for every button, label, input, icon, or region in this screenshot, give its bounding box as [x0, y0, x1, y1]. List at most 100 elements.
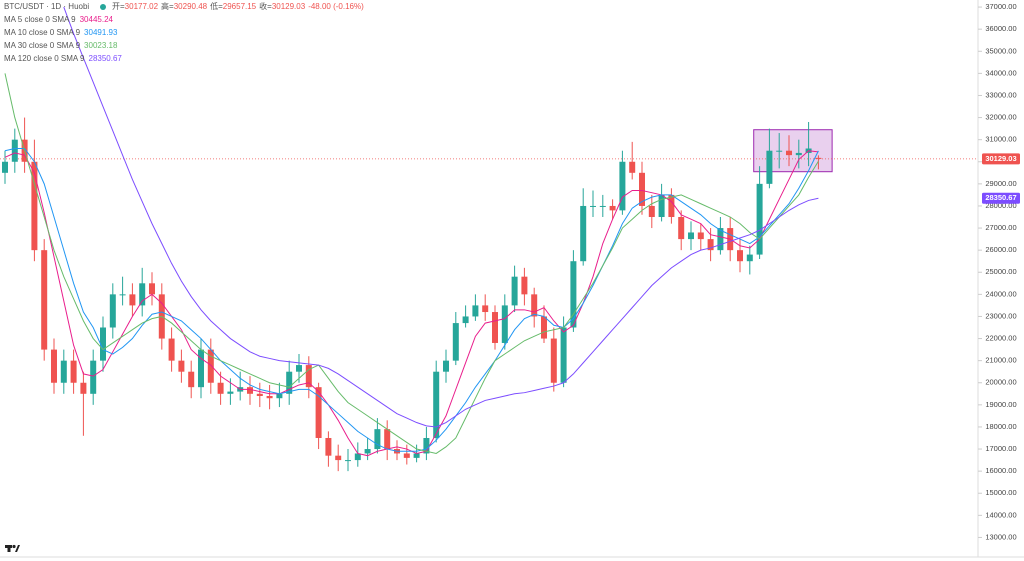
- y-tick-label: 35000.00: [985, 46, 1016, 55]
- ohlc-value: 30129.03: [272, 2, 306, 11]
- candle-body: [384, 429, 391, 450]
- candle-body: [178, 360, 185, 372]
- candle-body: [31, 161, 38, 251]
- candle-body: [217, 382, 224, 394]
- y-tick-label: 27000.00: [985, 223, 1016, 232]
- ohlc-key: 低=: [210, 1, 223, 11]
- candle-body: [521, 276, 528, 295]
- legend-value: 28350.67: [89, 54, 123, 63]
- candle-body: [599, 205, 606, 207]
- candle-body: [550, 338, 557, 383]
- candle-body: [80, 382, 87, 394]
- legend-value: 30491.93: [84, 28, 118, 37]
- legend-entry: MA 30 close 0 SMA 9 30023.18: [4, 41, 118, 50]
- candle-body: [227, 391, 234, 394]
- candle-body: [531, 294, 538, 317]
- y-tick-label: 20000.00: [985, 378, 1016, 387]
- candle-body: [443, 360, 449, 372]
- candle-body: [570, 261, 577, 328]
- ma-badge-bg: [982, 192, 1020, 204]
- candle-body: [413, 453, 420, 458]
- price-badge: 30129.03: [985, 154, 1016, 163]
- price-badge-bg: [982, 153, 1020, 165]
- candle-body: [776, 150, 783, 152]
- range-box: [753, 129, 833, 173]
- candle-body: [129, 294, 136, 306]
- candle-body: [11, 139, 18, 162]
- marks: [0, 6, 978, 472]
- candle-body: [609, 205, 616, 211]
- candle-body: [70, 360, 77, 383]
- status-dot: [100, 4, 106, 10]
- y-tick-label: 34000.00: [985, 68, 1016, 77]
- y-tick-label: 16000.00: [985, 466, 1016, 475]
- y-tick-label: 31000.00: [985, 135, 1016, 144]
- candle-body: [423, 437, 430, 454]
- candle-body: [541, 316, 547, 339]
- y-tick-label: 18000.00: [985, 422, 1016, 431]
- candle-body: [619, 161, 626, 211]
- ma-line: [4, 73, 819, 454]
- candle-body: [492, 312, 498, 343]
- legend-entry: MA 120 close 0 SMA 9 28350.67: [4, 54, 122, 63]
- legend-name: MA 10 close 0 SMA 9: [4, 28, 81, 37]
- candle-body: [266, 396, 273, 399]
- candle-body: [511, 276, 518, 306]
- y-tick-label: 17000.00: [985, 444, 1016, 453]
- candle-body: [315, 387, 322, 438]
- candle-body: [90, 360, 97, 394]
- legend-entry: MA 10 close 0 SMA 9 30491.93: [4, 28, 118, 37]
- candle-body: [305, 365, 312, 388]
- candle-body: [433, 371, 440, 438]
- candle-body: [462, 316, 469, 324]
- y-tick-label: 25000.00: [985, 267, 1016, 276]
- candle-body: [766, 150, 773, 184]
- candle-body: [452, 323, 459, 361]
- y-tick-label: 24000.00: [985, 289, 1016, 298]
- candle-body: [60, 360, 67, 383]
- candle-body: [501, 305, 508, 343]
- candle-body: [109, 294, 116, 328]
- y-tick-label: 13000.00: [985, 532, 1016, 541]
- candle-body: [51, 349, 57, 383]
- candle-body: [403, 453, 410, 458]
- candle-body: [707, 239, 714, 251]
- candle-body: [668, 194, 675, 218]
- tv-logo: [5, 544, 20, 552]
- chart-title: BTC/USDT · 1D · Huobi: [4, 2, 89, 11]
- candle-body: [149, 283, 155, 295]
- candle-body: [100, 327, 106, 361]
- candle-body: [639, 172, 645, 206]
- legend-name: MA 5 close 0 SMA 9: [4, 15, 76, 24]
- y-tick-label: 37000.00: [985, 2, 1016, 11]
- candle-body: [256, 393, 263, 397]
- candle-body: [590, 205, 596, 207]
- candle-body: [580, 205, 587, 262]
- y-tick-label: 15000.00: [985, 488, 1016, 497]
- ma-badge: 28350.67: [985, 193, 1016, 202]
- y-tick-label: 33000.00: [985, 90, 1016, 99]
- candle-body: [139, 283, 146, 306]
- y-tick-label: 29000.00: [985, 179, 1016, 188]
- candle-body: [247, 387, 253, 394]
- legend-name: MA 120 close 0 SMA 9: [4, 54, 85, 63]
- ohlc-key: 开=: [112, 2, 125, 11]
- candle-body: [658, 194, 665, 218]
- candle-body: [472, 305, 479, 317]
- candle-body: [482, 305, 489, 313]
- candle-body: [756, 183, 763, 255]
- y-tick-label: 28000.00: [985, 201, 1016, 210]
- y-tick-label: 22000.00: [985, 334, 1016, 343]
- candle-body: [276, 393, 283, 399]
- candle-body: [678, 217, 685, 240]
- candle-body: [648, 205, 655, 218]
- candle-body: [795, 152, 802, 156]
- ohlc-value: 30290.48: [174, 2, 208, 11]
- candle-body: [119, 294, 126, 296]
- legend-entry: MA 5 close 0 SMA 9 30445.24: [4, 15, 114, 24]
- ma-line: [4, 148, 819, 452]
- y-tick-label: 23000.00: [985, 311, 1016, 320]
- y-tick-label: 14000.00: [985, 510, 1016, 519]
- candle-body: [335, 455, 342, 461]
- y-tick-label: 32000.00: [985, 113, 1016, 122]
